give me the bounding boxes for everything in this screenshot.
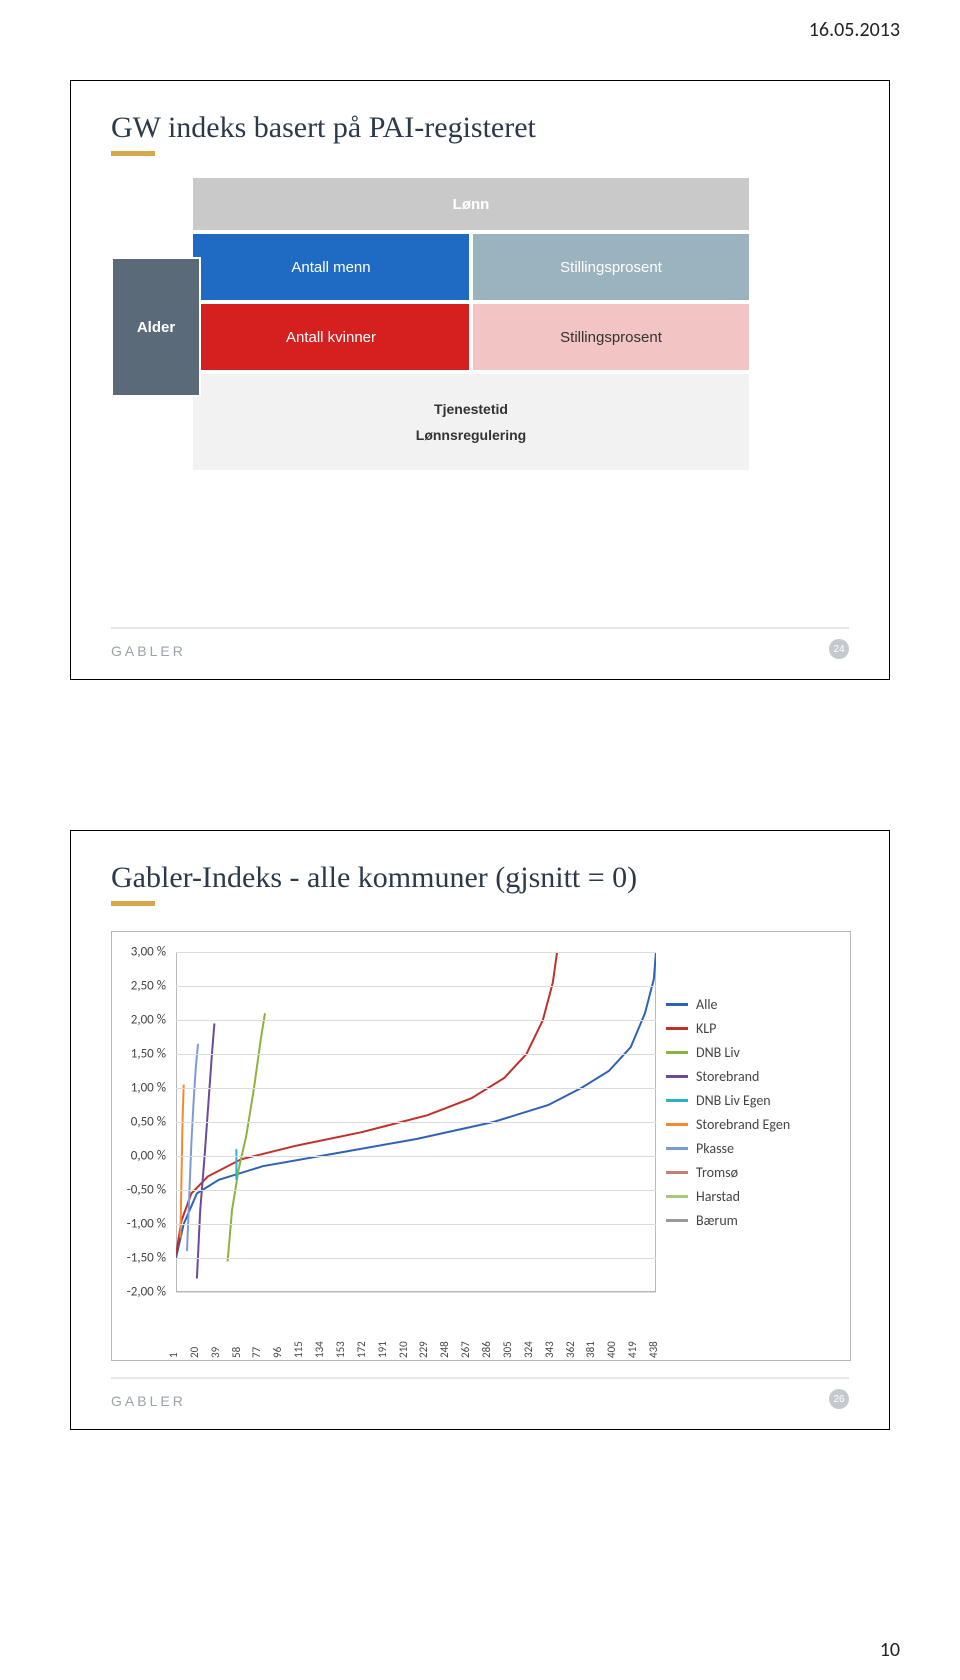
cell-stillingsprosent-kvinner: Stillingsprosent [471, 302, 751, 372]
page-number: 10 [880, 1638, 900, 1662]
series-pkasse [187, 1044, 198, 1251]
footer-divider-2 [111, 1377, 849, 1379]
legend-item: Storebrand Egen [666, 1112, 836, 1136]
legend-item: Pkasse [666, 1136, 836, 1160]
chart-container: 3,00 %2,50 %2,00 %1,50 %1,00 %0,50 %0,00… [111, 931, 851, 1361]
cell-stillingsprosent-menn: Stillingsprosent [471, 232, 751, 302]
title-accent [111, 151, 155, 156]
cell-alder: Alder [111, 257, 201, 397]
cell-antall-menn: Antall menn [191, 232, 471, 302]
cell-tjenestetid: Tjenestetid Lønnsregulering [191, 372, 751, 472]
cell-lonn: Lønn [191, 176, 751, 232]
slide-2: Gabler-Indeks - alle kommuner (gjsnitt =… [70, 830, 890, 1430]
legend-item: Tromsø [666, 1160, 836, 1184]
slide-number-badge-2: 26 [829, 1389, 849, 1409]
slide-1-title: GW indeks basert på PAI-registeret [71, 81, 889, 151]
footer-divider [111, 627, 849, 629]
page-date: 16.05.2013 [809, 18, 900, 42]
legend-item: KLP [666, 1016, 836, 1040]
brand-logo: GABLER [111, 643, 186, 659]
legend-item: DNB Liv Egen [666, 1088, 836, 1112]
slide-1-grid: Lønn Antall menn Stillingsprosent Antall… [191, 176, 751, 472]
title-accent-2 [111, 901, 155, 906]
legend-item: Storebrand [666, 1064, 836, 1088]
brand-logo-2: GABLER [111, 1393, 186, 1409]
series-alle [176, 952, 656, 1258]
series-storebrand [197, 1023, 215, 1278]
legend-item: Alle [666, 992, 836, 1016]
legend: AlleKLPDNB LivStorebrandDNB Liv EgenStor… [666, 992, 836, 1232]
legend-item: DNB Liv [666, 1040, 836, 1064]
cell-antall-kvinner: Antall kvinner [191, 302, 471, 372]
slide-number-badge: 24 [829, 639, 849, 659]
slide-2-title: Gabler-Indeks - alle kommuner (gjsnitt =… [71, 831, 889, 901]
y-axis-labels: 3,00 %2,50 %2,00 %1,50 %1,00 %0,50 %0,00… [112, 946, 172, 1298]
plot-area [176, 952, 656, 1292]
legend-item: Bærum [666, 1208, 836, 1232]
legend-item: Harstad [666, 1184, 836, 1208]
x-axis-labels: 1203958779611513415317219121022924826728… [176, 1300, 656, 1356]
slide-1: GW indeks basert på PAI-registeret Alder… [70, 80, 890, 680]
